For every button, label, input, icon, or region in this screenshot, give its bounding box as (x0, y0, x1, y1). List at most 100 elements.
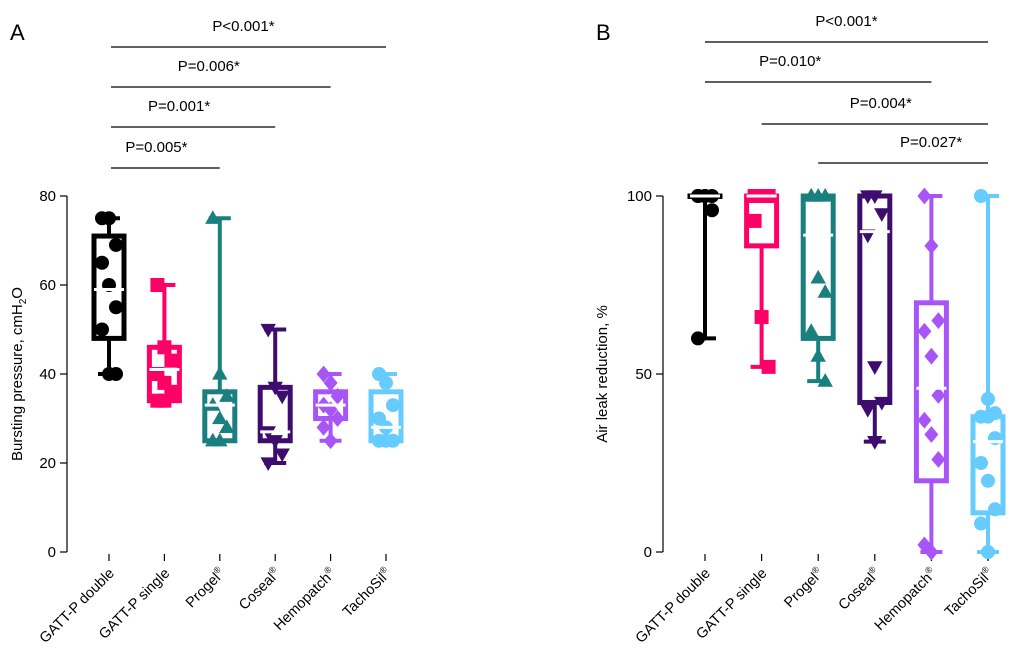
data-point (95, 255, 109, 270)
data-point (874, 396, 890, 411)
box-series-2 (202, 210, 238, 447)
x-tick-label: TachoSil® (339, 564, 395, 620)
box-series-5 (970, 189, 1006, 559)
data-point (931, 386, 946, 404)
data-point (205, 210, 221, 224)
data-point (219, 419, 235, 433)
data-point (219, 388, 235, 402)
data-point (974, 516, 988, 531)
data-point (981, 545, 995, 559)
data-point (917, 322, 932, 340)
data-point (150, 278, 165, 292)
data-point (260, 457, 276, 472)
y-tick-label: 20 (39, 455, 56, 472)
data-point (917, 187, 932, 205)
box-series-3 (857, 190, 893, 450)
data-point (330, 410, 345, 427)
data-point (974, 456, 988, 470)
data-point (705, 203, 719, 218)
x-tick-label: Hemopatch® (270, 564, 340, 634)
y-axis-label: Air leak reduction, % (594, 305, 611, 443)
data-point (817, 187, 833, 202)
data-point (747, 213, 762, 228)
data-point (260, 323, 276, 338)
x-tick-label: Progel® (780, 564, 827, 611)
data-point (164, 353, 179, 368)
data-point (924, 347, 939, 365)
data-point (931, 451, 946, 468)
data-point (330, 387, 345, 405)
data-point (274, 390, 290, 405)
data-point (386, 398, 400, 413)
data-point (817, 284, 833, 298)
data-point (212, 410, 228, 425)
data-point (803, 323, 819, 337)
box-series-4 (913, 187, 949, 561)
p-value-label: P=0.010* (759, 53, 821, 70)
data-point (761, 359, 776, 374)
data-point (988, 502, 1002, 517)
x-tick-label: TachoSil® (941, 564, 997, 620)
data-point (379, 433, 393, 448)
y-tick-label: 60 (39, 277, 56, 294)
data-point (212, 365, 228, 380)
data-point (109, 367, 123, 381)
data-point (95, 322, 109, 337)
data-point (109, 300, 123, 315)
box-series-3 (257, 323, 293, 472)
y-axis-label: Bursting pressure, cmH2O (9, 287, 29, 461)
x-tick-label: Coseal® (834, 564, 884, 614)
p-value-label: P<0.001* (815, 13, 877, 30)
data-point (981, 473, 995, 488)
panel-letter-a: A (10, 20, 25, 45)
y-tick-label: 50 (635, 366, 652, 383)
y-tick-label: 0 (48, 544, 56, 561)
data-point (917, 411, 932, 429)
x-tick-label: Coseal® (235, 564, 285, 614)
data-point (109, 237, 123, 252)
p-value-label: P=0.005* (125, 139, 187, 156)
box (800, 193, 836, 341)
p-value-label: P=0.027* (900, 134, 962, 151)
data-point (981, 409, 995, 424)
data-point (212, 432, 228, 447)
data-point (267, 435, 283, 449)
data-point (102, 211, 116, 226)
data-point (867, 436, 883, 450)
data-point (274, 448, 290, 463)
data-point (924, 543, 939, 561)
data-point (691, 331, 705, 346)
data-point (924, 237, 939, 255)
data-point (817, 373, 833, 387)
data-point (323, 374, 338, 392)
box (91, 233, 127, 341)
data-point (316, 365, 331, 383)
data-point (323, 432, 338, 450)
data-point (981, 391, 995, 406)
data-point (379, 375, 393, 390)
panel-letter-b: B (596, 20, 611, 45)
data-point (974, 189, 988, 203)
data-point (316, 419, 331, 436)
box-series-1 (744, 189, 780, 374)
data-point (867, 190, 883, 205)
data-point (924, 426, 939, 443)
box-series-4 (313, 365, 349, 450)
data-point (754, 310, 769, 325)
data-point (810, 269, 826, 284)
data-point (803, 187, 819, 202)
data-point (267, 381, 283, 396)
data-point (810, 348, 826, 362)
box-series-1 (146, 278, 182, 408)
data-point (867, 361, 883, 375)
data-point (157, 340, 172, 355)
p-value-label: P=0.004* (850, 95, 912, 112)
data-point (157, 393, 172, 408)
box-series-5 (368, 367, 404, 448)
y-tick-label: 80 (39, 188, 56, 205)
data-point (860, 404, 876, 418)
data-point (874, 208, 890, 222)
